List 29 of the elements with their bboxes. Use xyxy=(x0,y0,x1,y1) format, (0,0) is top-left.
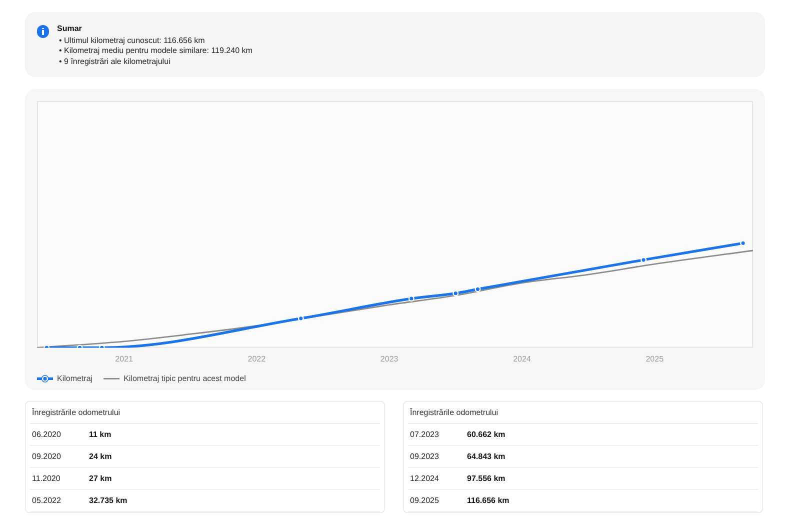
x-tick-label: 2023 xyxy=(380,354,399,364)
text: 27 km xyxy=(89,473,112,485)
text: 06.2020 xyxy=(32,429,61,441)
text: 09.2023 xyxy=(410,451,439,463)
text: 07.2023 xyxy=(410,429,439,441)
x-tick-label: 2021 xyxy=(115,354,134,364)
legend-label: Kilometraj tipic pentru acest model xyxy=(124,374,246,383)
text: • 9 înregistrări ale kilometrajului xyxy=(59,56,172,67)
text: 97.556 km xyxy=(467,473,506,485)
text: 64.843 km xyxy=(467,451,506,463)
text: 09.2025 xyxy=(410,495,439,507)
text: 11.2020 xyxy=(32,473,60,485)
text: 116.656 km xyxy=(467,495,510,507)
text: Sumar xyxy=(57,22,82,34)
text: Înregistrările odometrului xyxy=(410,408,498,417)
text: Înregistrările odometrului xyxy=(32,408,120,417)
text: 32.735 km xyxy=(89,495,128,507)
x-tick-label: 2024 xyxy=(513,354,532,364)
x-tick-label: 2022 xyxy=(248,354,266,364)
text: 09.2020 xyxy=(32,451,61,463)
x-tick-label: 2025 xyxy=(646,354,664,364)
text: 05.2022 xyxy=(32,495,61,507)
text: 12.2024 xyxy=(410,473,439,485)
text: 11 km xyxy=(89,429,112,441)
text: 60.662 km xyxy=(467,429,506,441)
legend-label: Kilometraj xyxy=(57,374,93,383)
text: 24 km xyxy=(89,451,112,463)
text: • Ultimul kilometraj cunoscut: 116.656 km xyxy=(59,36,206,46)
text: • Kilometraj mediu pentru modele similare: 119.240 km xyxy=(59,46,252,57)
